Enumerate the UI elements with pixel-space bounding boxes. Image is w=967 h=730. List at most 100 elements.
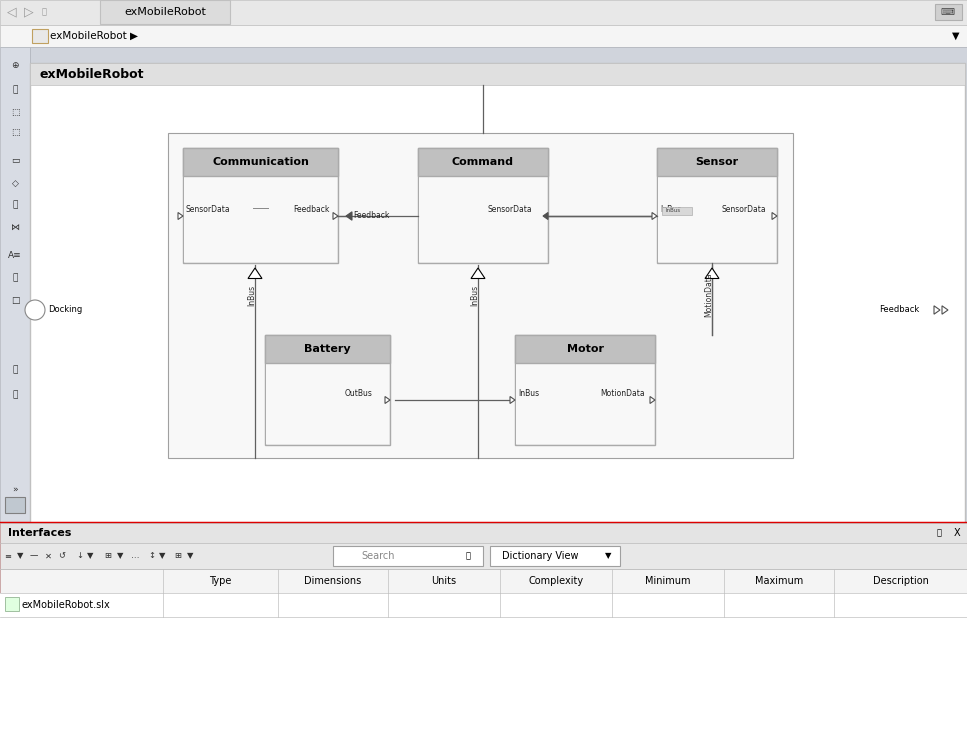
Bar: [515, 335, 655, 363]
Text: Dimensions: Dimensions: [305, 576, 362, 586]
Text: MotionData: MotionData: [705, 273, 714, 318]
Bar: [658, 177, 776, 262]
Text: …: …: [131, 551, 139, 561]
Bar: [30, 47, 967, 523]
Text: MotionData: MotionData: [600, 389, 645, 398]
Text: A≡: A≡: [8, 250, 22, 259]
Text: exMobileRobot.slx: exMobileRobot.slx: [22, 600, 111, 610]
Text: Interfaces: Interfaces: [8, 528, 72, 538]
Text: ⊞: ⊞: [174, 551, 182, 561]
Text: ▼: ▼: [87, 551, 93, 561]
Text: Units: Units: [431, 576, 456, 586]
Polygon shape: [652, 212, 657, 220]
Text: ▭: ▭: [11, 155, 19, 164]
Text: Sensor: Sensor: [695, 157, 739, 167]
Polygon shape: [934, 306, 940, 314]
Bar: [419, 177, 547, 262]
Text: ▼: ▼: [117, 551, 123, 561]
Bar: [30, 63, 965, 523]
Polygon shape: [543, 212, 548, 220]
Bar: [0, 617, 967, 730]
Text: Complexity: Complexity: [528, 576, 583, 586]
Bar: [266, 364, 389, 444]
Bar: [32, 29, 48, 43]
Text: Search: Search: [362, 551, 395, 561]
Text: 📈: 📈: [13, 274, 17, 283]
Bar: [100, 0, 230, 24]
Text: exMobileRobot ▶: exMobileRobot ▶: [50, 31, 138, 41]
Text: 🔍: 🔍: [465, 551, 471, 561]
Text: ⋈: ⋈: [11, 223, 19, 232]
Text: ◇: ◇: [12, 179, 18, 188]
Text: InBus: InBus: [518, 389, 540, 398]
Text: □: □: [11, 296, 19, 304]
Text: Type: Type: [209, 576, 232, 586]
Text: exMobileRobot: exMobileRobot: [40, 67, 144, 80]
Bar: [418, 148, 548, 263]
Text: Feedback: Feedback: [879, 305, 920, 315]
Text: ↓: ↓: [76, 551, 83, 561]
Bar: [184, 177, 337, 262]
Text: ▼: ▼: [604, 551, 611, 561]
Bar: [0, 47, 30, 523]
Text: ⧉: ⧉: [13, 201, 17, 210]
Bar: [183, 148, 338, 263]
Text: Motor: Motor: [567, 344, 603, 354]
Text: InBus: InBus: [665, 209, 680, 213]
Text: Battery: Battery: [305, 344, 351, 354]
Bar: [0, 543, 967, 569]
Text: ✕: ✕: [44, 551, 51, 561]
Text: Feedback: Feedback: [293, 205, 330, 214]
Text: ↺: ↺: [58, 551, 66, 561]
Polygon shape: [248, 268, 262, 279]
Bar: [265, 335, 390, 363]
Text: Minimum: Minimum: [645, 576, 690, 586]
Text: OutBus: OutBus: [345, 389, 373, 398]
Polygon shape: [346, 212, 352, 220]
Polygon shape: [333, 212, 338, 220]
Polygon shape: [510, 396, 515, 404]
Bar: [265, 335, 390, 445]
Bar: [0, 0, 967, 25]
Bar: [5, 597, 19, 611]
Polygon shape: [471, 268, 485, 279]
Text: ▼: ▼: [187, 551, 193, 561]
Polygon shape: [178, 212, 183, 220]
Polygon shape: [650, 396, 655, 404]
Polygon shape: [942, 306, 948, 314]
Text: ▷: ▷: [24, 6, 34, 18]
Text: 📷: 📷: [13, 366, 17, 374]
Text: Communication: Communication: [212, 157, 308, 167]
Text: ⬚: ⬚: [11, 107, 19, 117]
Polygon shape: [385, 396, 390, 404]
Text: Command: Command: [452, 157, 514, 167]
Text: SensorData: SensorData: [722, 205, 767, 214]
Bar: [490, 546, 620, 566]
Bar: [30, 63, 965, 85]
Bar: [183, 148, 338, 176]
Text: »: »: [13, 485, 17, 494]
Text: ⊕: ⊕: [12, 61, 18, 69]
Bar: [5, 497, 25, 513]
Bar: [0, 569, 967, 593]
Bar: [657, 148, 777, 263]
Text: SensorData: SensorData: [186, 205, 230, 214]
Text: Description: Description: [872, 576, 928, 586]
Text: ⌨: ⌨: [941, 7, 955, 17]
Text: —: —: [30, 551, 38, 561]
Text: ▼: ▼: [159, 551, 165, 561]
Bar: [418, 148, 548, 176]
Bar: [662, 207, 692, 215]
Text: exMobileRobot: exMobileRobot: [124, 7, 206, 17]
Text: Dictionary View: Dictionary View: [502, 551, 578, 561]
Text: ▼: ▼: [952, 31, 959, 41]
Text: ↕: ↕: [149, 551, 156, 561]
Text: 📌: 📌: [936, 529, 942, 537]
Bar: [0, 523, 967, 543]
Text: InBus: InBus: [660, 205, 681, 214]
Text: 📋: 📋: [13, 391, 17, 399]
Text: Feedback: Feedback: [353, 212, 390, 220]
Bar: [168, 133, 793, 458]
Text: ⬛: ⬛: [42, 7, 47, 17]
Text: SensorData: SensorData: [488, 205, 533, 214]
